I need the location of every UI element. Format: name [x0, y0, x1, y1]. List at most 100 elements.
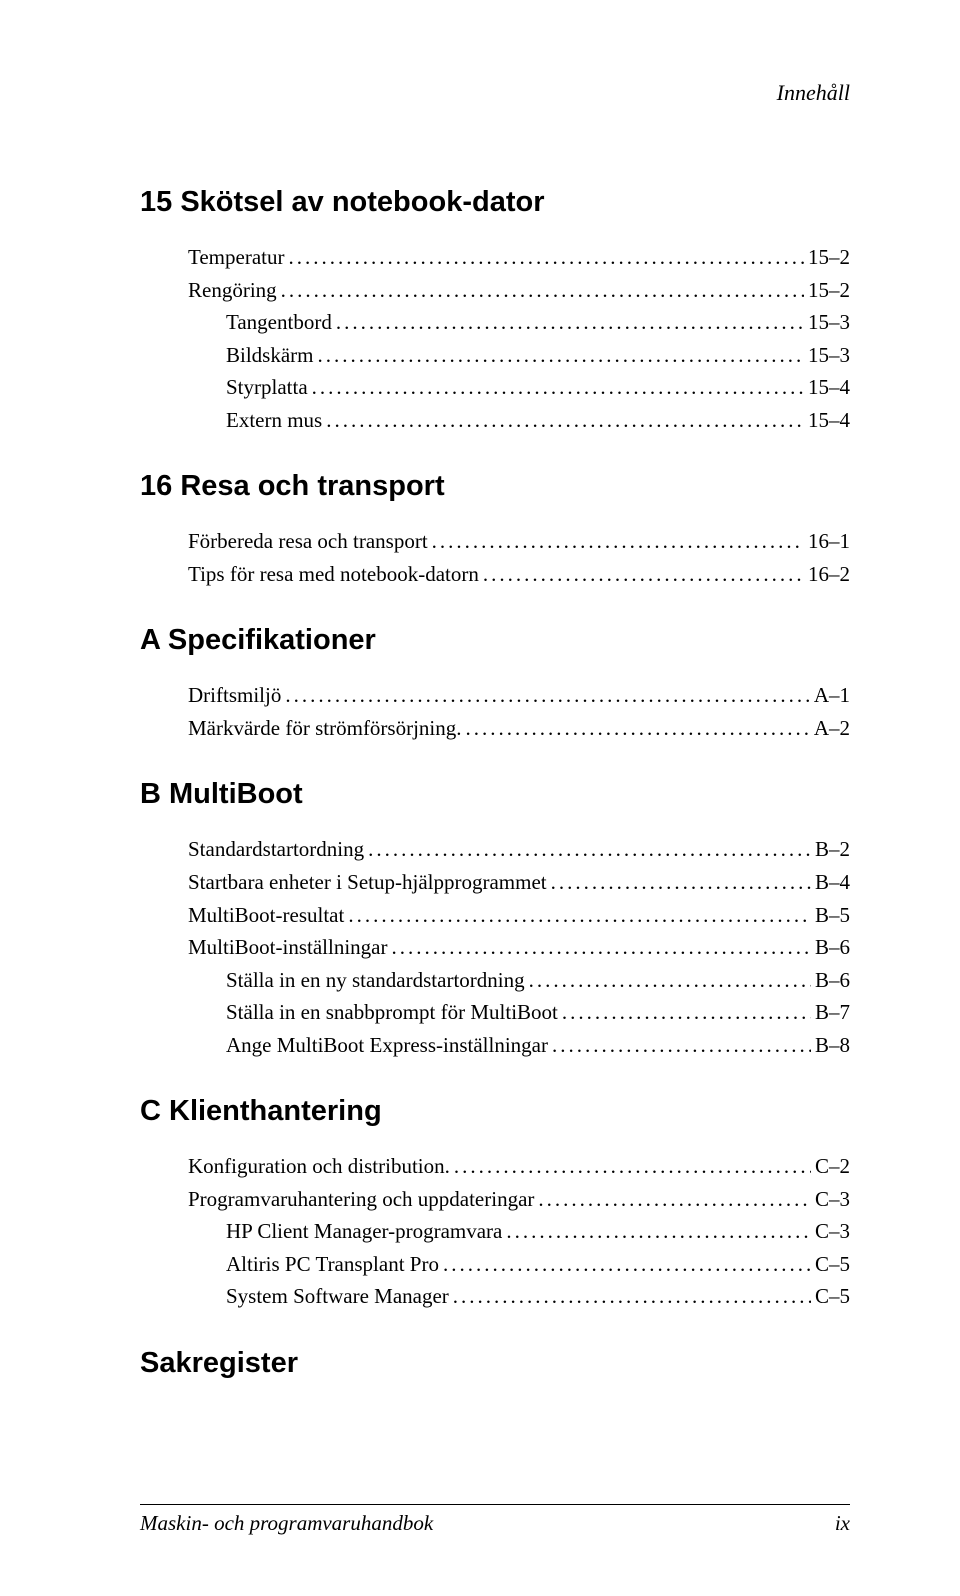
toc-entry-page: 15–4 — [804, 404, 850, 437]
toc-entry-page: 15–3 — [804, 339, 850, 372]
toc-entry-label: HP Client Manager-programvara — [226, 1215, 502, 1248]
toc-leader-dots: ........................................… — [428, 525, 804, 558]
toc-entry-page: 15–3 — [804, 306, 850, 339]
toc-entry-page: 16–2 — [804, 558, 850, 591]
toc-entry: Extern mus .............................… — [226, 404, 850, 437]
toc-entry-page: B–5 — [811, 899, 850, 932]
toc-leader-dots: ........................................… — [534, 1183, 811, 1216]
toc-entry: Konfiguration och distribution. ........… — [188, 1150, 850, 1183]
toc-entry: Altiris PC Transplant Pro ..............… — [226, 1248, 850, 1281]
toc-leader-dots: ........................................… — [558, 996, 811, 1029]
toc-entry: Standardstartordning ...................… — [188, 833, 850, 866]
toc-entry-label: Tips för resa med notebook-datorn — [188, 558, 479, 591]
toc-entry: Styrplatta .............................… — [226, 371, 850, 404]
toc-leader-dots: ........................................… — [449, 1280, 811, 1313]
toc-entry-page: 15–2 — [804, 274, 850, 307]
section-title: Sakregister — [140, 1347, 850, 1380]
toc-entry-label: Altiris PC Transplant Pro — [226, 1248, 439, 1281]
section-title: A Specifikationer — [140, 624, 850, 657]
footer-right: ix — [835, 1511, 850, 1536]
toc-leader-dots: ........................................… — [450, 1150, 811, 1183]
toc-entry-label: MultiBoot-resultat — [188, 899, 344, 932]
toc-entry-label: Temperatur — [188, 241, 284, 274]
toc-entry-label: Standardstartordning — [188, 833, 364, 866]
toc-entry: Tips för resa med notebook-datorn ......… — [188, 558, 850, 591]
toc-entry: HP Client Manager-programvara ..........… — [226, 1215, 850, 1248]
page-footer: Maskin- och programvaruhandbok ix — [140, 1504, 850, 1536]
toc-entry: System Software Manager ................… — [226, 1280, 850, 1313]
toc-entry-label: Konfiguration och distribution. — [188, 1150, 450, 1183]
toc-entry-label: Styrplatta — [226, 371, 308, 404]
section-title: 16 Resa och transport — [140, 470, 850, 503]
toc-body: 15 Skötsel av notebook-dator Temperatur .… — [140, 152, 850, 1402]
toc-entry-label: Startbara enheter i Setup-hjälpprogramme… — [188, 866, 547, 899]
toc-entry-label: Ange MultiBoot Express-inställningar — [226, 1029, 548, 1062]
toc-leader-dots: ........................................… — [364, 833, 811, 866]
toc-entry: Ange MultiBoot Express-inställningar ...… — [226, 1029, 850, 1062]
section-title: 15 Skötsel av notebook-dator — [140, 186, 850, 219]
toc-leader-dots: ........................................… — [314, 339, 805, 372]
toc-entry-label: Ställa in en snabbprompt för MultiBoot — [226, 996, 558, 1029]
toc-entry-label: Programvaruhantering och uppdateringar — [188, 1183, 534, 1216]
toc-entry-page: A–2 — [810, 712, 850, 745]
toc-leader-dots: ........................................… — [344, 899, 811, 932]
toc-entry-label: Märkvärde för strömförsörjning. — [188, 712, 462, 745]
toc-entry: MultiBoot-resultat .....................… — [188, 899, 850, 932]
running-head: Innehåll — [140, 80, 850, 106]
toc-entry-page: C–5 — [811, 1248, 850, 1281]
toc-entry: Märkvärde för strömförsörjning. ........… — [188, 712, 850, 745]
toc-entry-label: Tangentbord — [226, 306, 332, 339]
page: Innehåll 15 Skötsel av notebook-dator Tem… — [0, 0, 960, 1596]
toc-entry-page: B–6 — [811, 931, 850, 964]
toc-entry-page: B–2 — [811, 833, 850, 866]
toc-entry-page: 15–4 — [804, 371, 850, 404]
toc-entry: Rengöring ..............................… — [188, 274, 850, 307]
toc-leader-dots: ........................................… — [548, 1029, 811, 1062]
toc-entry-page: C–2 — [811, 1150, 850, 1183]
toc-entry-label: Förbereda resa och transport — [188, 525, 428, 558]
toc-entry-label: Driftsmiljö — [188, 679, 281, 712]
toc-entry-page: 16–1 — [804, 525, 850, 558]
toc-entry: Temperatur .............................… — [188, 241, 850, 274]
toc-leader-dots: ........................................… — [502, 1215, 811, 1248]
toc-entry-page: B–7 — [811, 996, 850, 1029]
toc-entry-page: C–3 — [811, 1215, 850, 1248]
toc-leader-dots: ........................................… — [388, 931, 811, 964]
toc-entry-label: Bildskärm — [226, 339, 314, 372]
section-title: C Klienthantering — [140, 1095, 850, 1128]
toc-entry: Programvaruhantering och uppdateringar .… — [188, 1183, 850, 1216]
toc-entry: Tangentbord ............................… — [226, 306, 850, 339]
toc-entry-label: System Software Manager — [226, 1280, 449, 1313]
toc-entry: Förbereda resa och transport ...........… — [188, 525, 850, 558]
toc-entry-page: C–3 — [811, 1183, 850, 1216]
footer-left: Maskin- och programvaruhandbok — [140, 1511, 433, 1536]
toc-leader-dots: ........................................… — [332, 306, 804, 339]
toc-entry: Ställa in en snabbprompt för MultiBoot .… — [226, 996, 850, 1029]
toc-entry-page: B–6 — [811, 964, 850, 997]
toc-leader-dots: ........................................… — [308, 371, 804, 404]
toc-entry: Bildskärm ..............................… — [226, 339, 850, 372]
toc-leader-dots: ........................................… — [322, 404, 804, 437]
toc-entry-page: B–8 — [811, 1029, 850, 1062]
toc-leader-dots: ........................................… — [439, 1248, 811, 1281]
toc-leader-dots: ........................................… — [462, 712, 810, 745]
toc-leader-dots: ........................................… — [281, 679, 809, 712]
toc-entry: Ställa in en ny standardstartordning ...… — [226, 964, 850, 997]
toc-leader-dots: ........................................… — [479, 558, 804, 591]
toc-entry-page: 15–2 — [804, 241, 850, 274]
toc-entry-label: Rengöring — [188, 274, 277, 307]
toc-entry-page: C–5 — [811, 1280, 850, 1313]
toc-leader-dots: ........................................… — [284, 241, 804, 274]
toc-entry-label: MultiBoot-inställningar — [188, 931, 388, 964]
toc-entry-label: Extern mus — [226, 404, 322, 437]
toc-entry-page: A–1 — [810, 679, 850, 712]
toc-entry: Driftsmiljö ............................… — [188, 679, 850, 712]
toc-entry-page: B–4 — [811, 866, 850, 899]
toc-entry: Startbara enheter i Setup-hjälpprogramme… — [188, 866, 850, 899]
spacer — [140, 1402, 850, 1474]
toc-entry-label: Ställa in en ny standardstartordning — [226, 964, 525, 997]
toc-leader-dots: ........................................… — [277, 274, 804, 307]
toc-leader-dots: ........................................… — [547, 866, 811, 899]
section-title: B MultiBoot — [140, 778, 850, 811]
toc-entry: MultiBoot-inställningar ................… — [188, 931, 850, 964]
